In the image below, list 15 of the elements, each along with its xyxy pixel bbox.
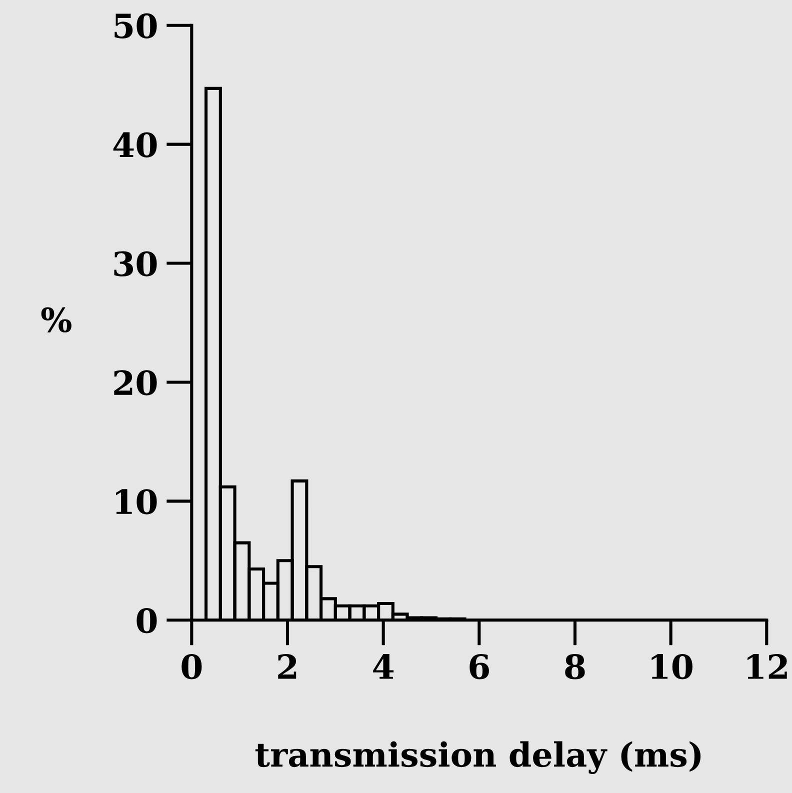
y-tick-label: 10 bbox=[116, 489, 157, 514]
x-tick-label: 0 bbox=[182, 654, 202, 680]
y-tick-label: 0 bbox=[136, 608, 157, 634]
x-tick-label: 12 bbox=[748, 654, 787, 679]
x-tick-label: 2 bbox=[278, 654, 296, 679]
x-tick-label: 4 bbox=[373, 654, 394, 679]
y-tick-label: 40 bbox=[113, 132, 157, 158]
y-tick-label: 30 bbox=[114, 251, 157, 276]
x-tick-label: 6 bbox=[470, 654, 489, 680]
x-tick-label: 8 bbox=[565, 654, 585, 680]
y-tick-label: 50 bbox=[114, 13, 157, 39]
y-tick-label: 20 bbox=[114, 370, 157, 396]
x-tick-label: 10 bbox=[652, 654, 692, 680]
y-axis-title: % bbox=[41, 307, 72, 332]
x-axis-title: transmission delay (ms) bbox=[255, 741, 701, 774]
